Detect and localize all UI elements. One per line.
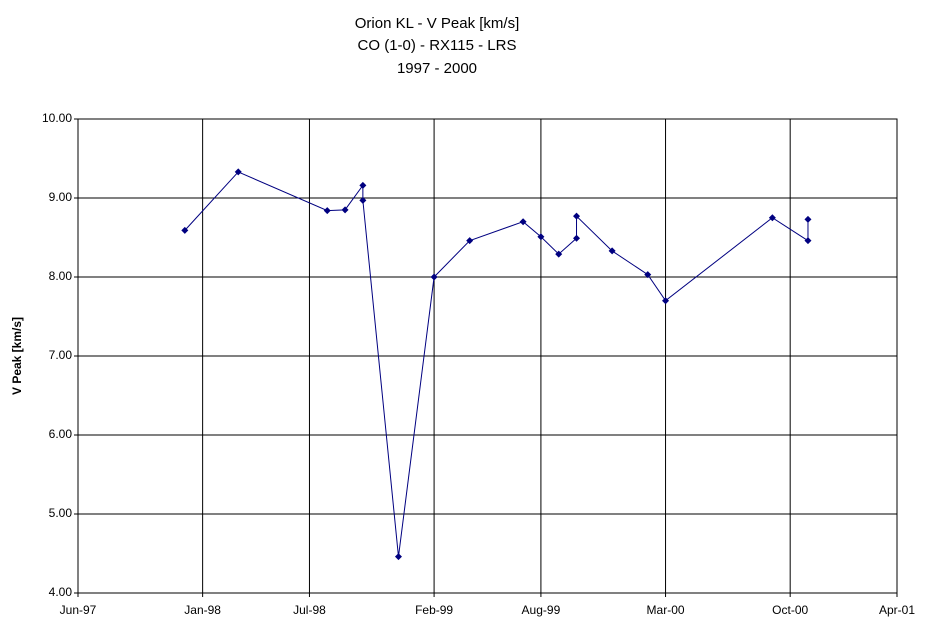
chart-title: Orion KL - V Peak [km/s] [355, 15, 520, 32]
chart-subtitle: 1997 - 2000 [397, 60, 477, 77]
x-tick-label: Aug-99 [522, 603, 561, 617]
x-tick-label: Feb-99 [415, 603, 453, 617]
data-point [804, 237, 812, 245]
data-point [323, 207, 331, 215]
data-point [555, 250, 563, 258]
data-point [359, 181, 367, 189]
data-point [359, 196, 367, 204]
data-line [184, 171, 809, 557]
x-tick-label: Jun-97 [60, 603, 97, 617]
data-point [573, 234, 581, 242]
y-tick-label: 5.00 [49, 506, 73, 520]
data-point [394, 553, 402, 561]
x-tick-label: Jan-98 [184, 603, 221, 617]
data-point [234, 168, 242, 176]
data-point [181, 226, 189, 234]
data-point [644, 271, 652, 279]
data-point [466, 237, 474, 245]
x-tick-label: Apr-01 [879, 603, 915, 617]
data-point [430, 273, 438, 281]
data-point [573, 212, 581, 220]
x-tick-label: Oct-00 [772, 603, 808, 617]
data-point [537, 233, 545, 241]
data-point [662, 297, 670, 305]
y-tick-label: 10.00 [42, 111, 72, 125]
y-tick-label: 9.00 [49, 190, 73, 204]
y-tick-label: 7.00 [49, 348, 73, 362]
data-point [804, 215, 812, 223]
data-point [341, 206, 349, 214]
data-point [608, 247, 616, 255]
data-point [768, 214, 776, 222]
data-point [519, 218, 527, 226]
x-tick-label: Jul-98 [293, 603, 326, 617]
y-axis-label: V Peak [km/s] [10, 317, 24, 395]
x-tick-label: Mar-00 [647, 603, 685, 617]
chart-subtitle: CO (1-0) - RX115 - LRS [358, 37, 517, 54]
y-tick-label: 6.00 [49, 427, 73, 441]
y-tick-label: 8.00 [49, 269, 73, 283]
y-tick-label: 4.00 [49, 585, 73, 599]
